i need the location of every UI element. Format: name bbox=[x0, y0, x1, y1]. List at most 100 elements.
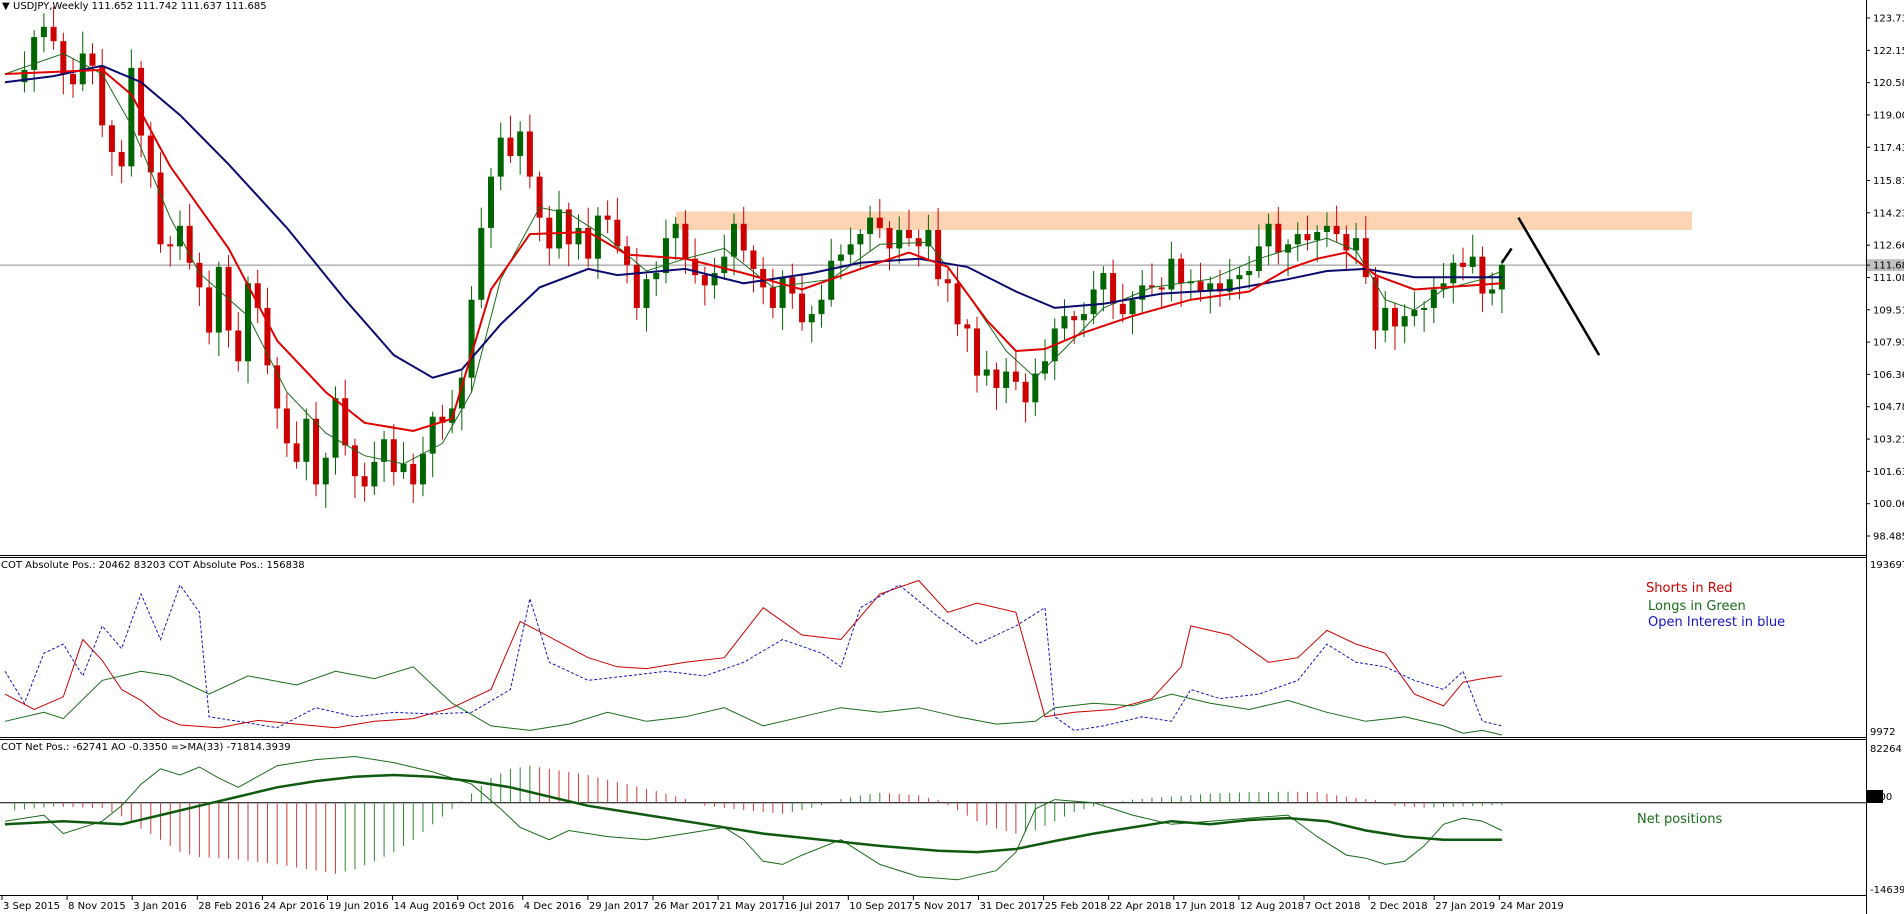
candle-up bbox=[1430, 289, 1437, 308]
candle-down bbox=[1460, 262, 1466, 267]
candle-up bbox=[1236, 275, 1243, 280]
candle-up bbox=[1469, 256, 1476, 267]
candle-up bbox=[400, 463, 407, 473]
candle-down bbox=[50, 26, 57, 42]
candle-down bbox=[293, 443, 300, 462]
candle-down bbox=[1372, 277, 1379, 331]
candle-down bbox=[167, 244, 174, 247]
candle-down bbox=[147, 135, 154, 173]
candle-down bbox=[196, 262, 203, 288]
candle-up bbox=[1090, 289, 1097, 315]
candle-down bbox=[410, 463, 417, 485]
shorts-legend: Shorts in Red bbox=[1646, 581, 1732, 596]
candle-down bbox=[99, 65, 106, 126]
candle-up bbox=[79, 53, 86, 85]
price-tick-label: 117.430 bbox=[1873, 143, 1904, 154]
candle-up bbox=[1489, 289, 1496, 294]
candle-up bbox=[643, 279, 650, 308]
price-tick-label: 106.360 bbox=[1873, 370, 1904, 381]
date-tick-label: 12 Aug 2018 bbox=[1240, 901, 1304, 912]
candle-up bbox=[1207, 283, 1214, 292]
ema-fast-line bbox=[4, 68, 1502, 433]
candle-down bbox=[1012, 371, 1019, 382]
candle-down bbox=[507, 137, 514, 157]
candle-down bbox=[886, 227, 893, 249]
net-axis-zero: 0.00 bbox=[1870, 792, 1892, 803]
candle-down bbox=[264, 307, 271, 366]
candle-down bbox=[1197, 281, 1204, 292]
candle-down bbox=[118, 151, 125, 167]
candle-up bbox=[847, 244, 854, 255]
candle-up bbox=[857, 234, 864, 245]
candle-down bbox=[1362, 238, 1369, 278]
price-pane[interactable] bbox=[0, 6, 1866, 508]
date-tick-label: 31 Dec 2017 bbox=[980, 901, 1044, 912]
candle-down bbox=[157, 172, 164, 245]
price-tick-label: 115.810 bbox=[1873, 176, 1904, 187]
date-tick-label: 16 Jul 2017 bbox=[784, 901, 841, 912]
candle-down bbox=[536, 176, 543, 218]
candle-down bbox=[1479, 256, 1486, 294]
candle-down bbox=[993, 369, 1000, 388]
candle-down bbox=[905, 229, 912, 239]
cot-net-pane[interactable] bbox=[0, 755, 1866, 881]
candle-down bbox=[274, 365, 281, 409]
date-tick-label: 25 Feb 2018 bbox=[1045, 901, 1107, 912]
candle-up bbox=[983, 369, 990, 376]
cot-absolute-pane[interactable] bbox=[4, 579, 1503, 736]
candle-up bbox=[1285, 244, 1292, 253]
open-interest-legend: Open Interest in blue bbox=[1648, 615, 1785, 630]
candle-down bbox=[624, 246, 631, 265]
candle-up bbox=[478, 227, 485, 300]
candle-down bbox=[604, 215, 611, 220]
candle-up bbox=[332, 398, 339, 458]
ma33-line bbox=[4, 773, 1502, 854]
candle-up bbox=[672, 223, 679, 239]
candle-up bbox=[128, 67, 135, 167]
chart-title-arrow[interactable]: ▼ bbox=[2, 1, 10, 12]
candle-down bbox=[439, 416, 446, 423]
net-axis-max: 82264 bbox=[1870, 744, 1902, 755]
candle-up bbox=[1314, 232, 1321, 241]
candle-down bbox=[1071, 316, 1078, 321]
candle-down bbox=[89, 53, 96, 66]
candle-up bbox=[1450, 262, 1457, 284]
cot-axis-max: 193697 bbox=[1870, 560, 1904, 571]
date-tick-label: 10 Sep 2017 bbox=[849, 901, 912, 912]
candle-down bbox=[1158, 287, 1165, 290]
candle-up bbox=[1129, 299, 1136, 315]
price-tick-label: 98.485 bbox=[1873, 532, 1904, 543]
candle-down bbox=[944, 279, 951, 284]
date-tick-label: 9 Oct 2016 bbox=[459, 901, 514, 912]
candle-down bbox=[1022, 381, 1029, 403]
date-tick-label: 24 Apr 2016 bbox=[263, 901, 325, 912]
candle-down bbox=[1110, 273, 1117, 304]
price-tick-label: 111.685 bbox=[1873, 261, 1904, 272]
candle-up bbox=[429, 416, 436, 454]
longs-legend: Longs in Green bbox=[1648, 599, 1746, 614]
candle-up bbox=[896, 229, 903, 249]
date-tick-label: 17 Jun 2018 bbox=[1175, 901, 1235, 912]
price-tick-label: 123.730 bbox=[1873, 14, 1904, 25]
candle-down bbox=[789, 277, 796, 294]
candle-down bbox=[876, 217, 883, 228]
candle-down bbox=[1119, 303, 1126, 315]
candle-down bbox=[361, 476, 368, 487]
candle-up bbox=[731, 223, 737, 257]
date-tick-label: 2 Dec 2018 bbox=[1370, 901, 1428, 912]
price-tick-label: 112.660 bbox=[1873, 241, 1904, 252]
candle-up bbox=[1353, 238, 1360, 251]
ma-thin-line bbox=[4, 52, 1503, 465]
candle-up bbox=[721, 256, 728, 274]
candle-down bbox=[254, 283, 261, 308]
date-tick-label: 22 Apr 2018 bbox=[1110, 901, 1172, 912]
price-axis: 123.730 122.155 120.580 119.005 117.430 115.8… bbox=[1866, 14, 1904, 543]
candle-up bbox=[818, 299, 825, 315]
candle-up bbox=[1226, 279, 1233, 292]
price-tick-label: 111.085 bbox=[1873, 273, 1904, 284]
candle-up bbox=[1440, 283, 1447, 290]
candle-down bbox=[964, 324, 971, 329]
candle-up bbox=[40, 26, 47, 38]
current-price-tag bbox=[1867, 259, 1904, 272]
candle-down bbox=[799, 293, 806, 323]
